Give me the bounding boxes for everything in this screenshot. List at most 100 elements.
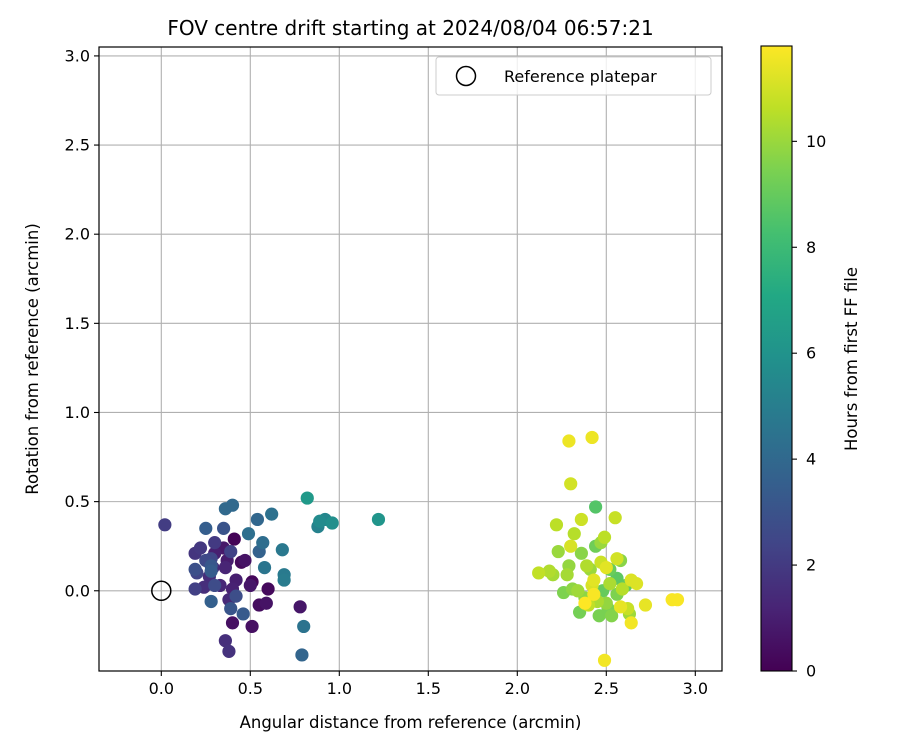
data-point [610, 552, 624, 566]
data-points [158, 430, 685, 667]
data-point [222, 644, 236, 658]
data-point [574, 546, 588, 560]
data-point [227, 532, 241, 546]
data-point [592, 609, 606, 623]
data-point [225, 616, 240, 630]
data-point [208, 536, 222, 550]
data-point [204, 594, 218, 609]
data-point [567, 527, 581, 541]
data-point [250, 512, 265, 527]
data-point [571, 584, 585, 598]
data-point [199, 521, 213, 535]
data-point [325, 516, 339, 530]
reference-marker [151, 580, 172, 602]
data-point [629, 577, 644, 591]
data-point [229, 589, 243, 603]
x-axis-ticks: 0.0 0.5 1.0 1.5 2.0 2.5 3.0 [149, 671, 708, 698]
x-axis-label: Angular distance from reference (arcmin) [240, 713, 582, 732]
y-tick-label: 1.0 [65, 403, 90, 422]
data-point [204, 564, 218, 578]
data-point [224, 544, 238, 559]
data-point [587, 573, 601, 587]
data-point [551, 544, 565, 559]
data-point [578, 596, 592, 610]
x-tick-label: 1.5 [416, 679, 441, 698]
data-point [587, 587, 601, 601]
y-axis-label: Rotation from reference (arcmin) [23, 223, 42, 495]
colorbar-tick-label: 4 [806, 450, 816, 469]
data-point [243, 578, 257, 593]
data-point [297, 619, 311, 634]
data-point [208, 578, 222, 593]
data-point [295, 648, 309, 662]
legend-box [435, 56, 712, 96]
legend: Reference platepar [435, 56, 712, 96]
data-point [624, 616, 638, 630]
data-point [265, 507, 279, 521]
legend-entry-reference: Reference platepar [504, 67, 657, 86]
data-point [245, 619, 259, 634]
data-point [605, 609, 619, 623]
data-point [218, 634, 232, 648]
data-point [261, 582, 275, 596]
colorbar-label: Hours from first FF file [842, 267, 861, 451]
colorbar-tick-label: 6 [806, 344, 816, 363]
data-point [615, 582, 629, 596]
x-tick-label: 2.5 [594, 679, 619, 698]
data-point [257, 560, 272, 575]
y-tick-label: 0.5 [65, 492, 90, 511]
data-point [371, 512, 386, 527]
data-point [560, 568, 574, 582]
data-point [638, 598, 653, 612]
data-point [532, 566, 546, 580]
x-tick-label: 0.0 [149, 679, 174, 698]
y-tick-label: 0.0 [65, 581, 90, 600]
x-tick-label: 3.0 [683, 679, 708, 698]
data-point [188, 582, 202, 596]
colorbar-ticks: 0 2 4 6 8 10 [792, 132, 826, 681]
x-tick-label: 0.5 [238, 679, 263, 698]
colorbar-tick-label: 10 [806, 132, 826, 151]
x-tick-label: 1.0 [327, 679, 352, 698]
colorbar-tick-label: 8 [806, 238, 816, 257]
data-point [613, 600, 628, 614]
chart-title: FOV centre drift starting at 2024/08/04 … [167, 16, 653, 40]
data-point [217, 521, 231, 535]
data-point [293, 600, 307, 614]
grid [99, 47, 722, 671]
plot-frame [98, 46, 723, 672]
y-axis-ticks: 0.0 0.5 1.0 1.5 2.0 2.5 3.0 [65, 46, 99, 600]
colorbar-tick-label: 0 [806, 662, 816, 681]
data-point [158, 518, 172, 532]
data-point [313, 514, 327, 528]
data-point [608, 511, 622, 525]
legend-reference-marker [455, 65, 477, 87]
data-point [549, 518, 564, 532]
data-point [236, 607, 250, 621]
data-point [218, 560, 232, 575]
data-point [589, 500, 603, 514]
data-point [238, 553, 252, 568]
data-point [574, 512, 588, 527]
data-point [256, 536, 270, 550]
data-point [259, 596, 273, 610]
data-point [603, 577, 617, 591]
data-point [241, 527, 256, 541]
data-point [275, 543, 289, 557]
data-point [564, 477, 578, 491]
data-point [193, 541, 208, 555]
data-point [188, 562, 202, 576]
data-point [562, 434, 576, 448]
colorbar-tick-label: 2 [806, 556, 816, 575]
data-point [224, 602, 238, 616]
x-tick-label: 2.0 [505, 679, 530, 698]
data-point [670, 593, 685, 607]
data-point [599, 560, 613, 575]
y-tick-label: 1.5 [65, 314, 90, 333]
data-point [597, 530, 612, 544]
data-point [225, 498, 240, 512]
data-point [564, 539, 578, 553]
data-point [542, 564, 556, 578]
y-tick-label: 2.0 [65, 225, 90, 244]
